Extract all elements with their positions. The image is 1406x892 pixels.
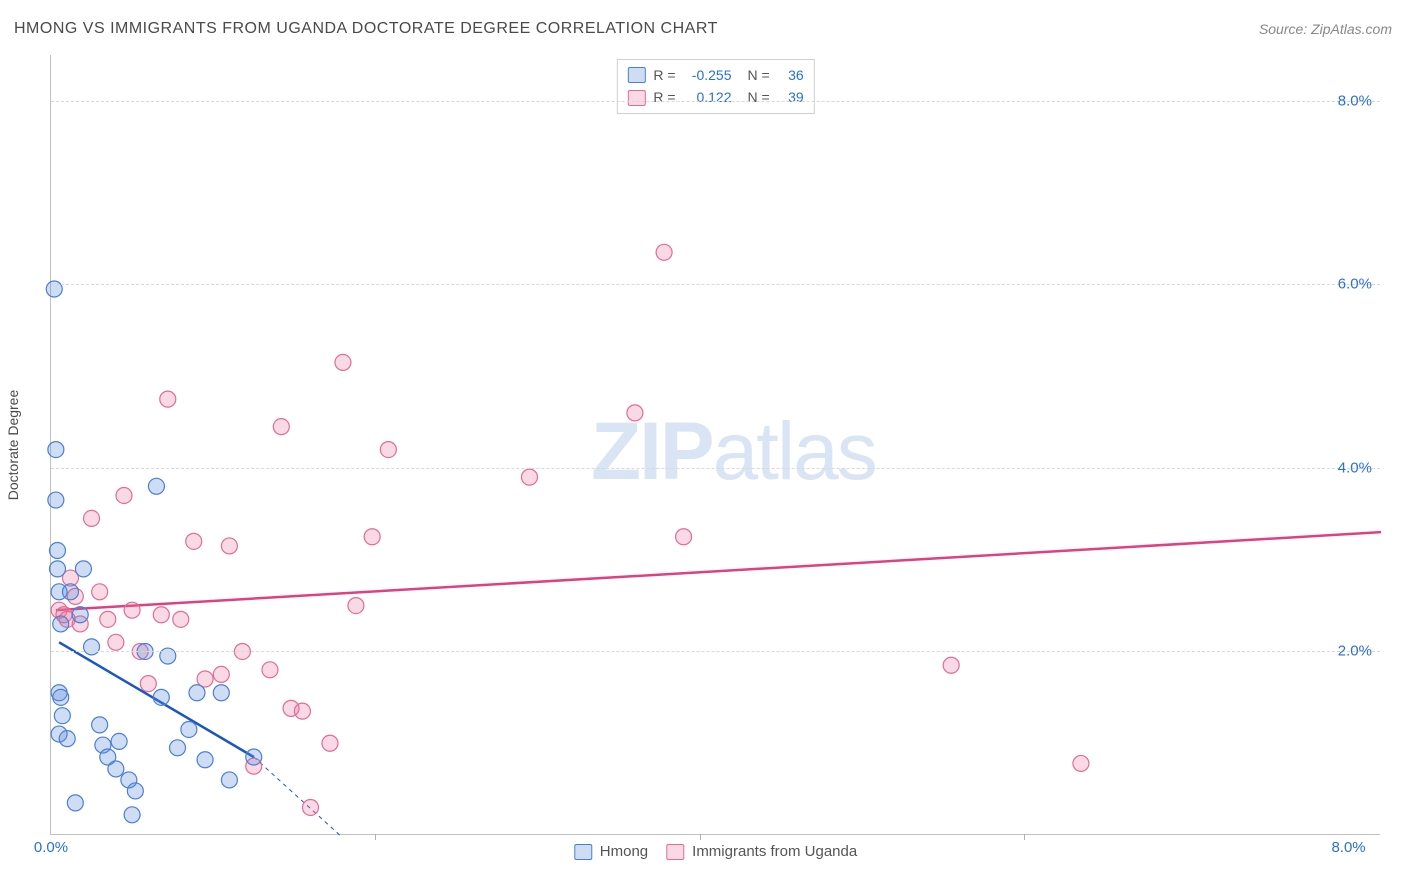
chart-title: HMONG VS IMMIGRANTS FROM UGANDA DOCTORAT… [14, 20, 718, 38]
scatter-chart [51, 55, 1380, 834]
x-tick-mark [375, 834, 376, 840]
legend-swatch-icon [574, 844, 592, 860]
legend-item: Immigrants from Uganda [666, 843, 857, 860]
legend-swatch-icon [666, 844, 684, 860]
legend-item: Hmong [574, 843, 648, 860]
y-tick-label: 2.0% [1338, 643, 1372, 660]
x-tick-mark [700, 834, 701, 840]
gridline [51, 468, 1380, 469]
gridline [51, 651, 1380, 652]
y-tick-label: 6.0% [1338, 276, 1372, 293]
x-tick-label: 0.0% [34, 839, 68, 856]
y-tick-label: 4.0% [1338, 459, 1372, 476]
x-tick-label: 8.0% [1331, 839, 1365, 856]
plot-area: Doctorate Degree ZIPatlas R = -0.255 N =… [50, 55, 1380, 835]
x-tick-mark [1024, 834, 1025, 840]
y-axis-label: Doctorate Degree [5, 389, 21, 500]
gridline [51, 284, 1380, 285]
gridline [51, 101, 1380, 102]
y-tick-label: 8.0% [1338, 92, 1372, 109]
series-legend: Hmong Immigrants from Uganda [574, 843, 857, 860]
source-label: Source: ZipAtlas.com [1259, 21, 1392, 37]
